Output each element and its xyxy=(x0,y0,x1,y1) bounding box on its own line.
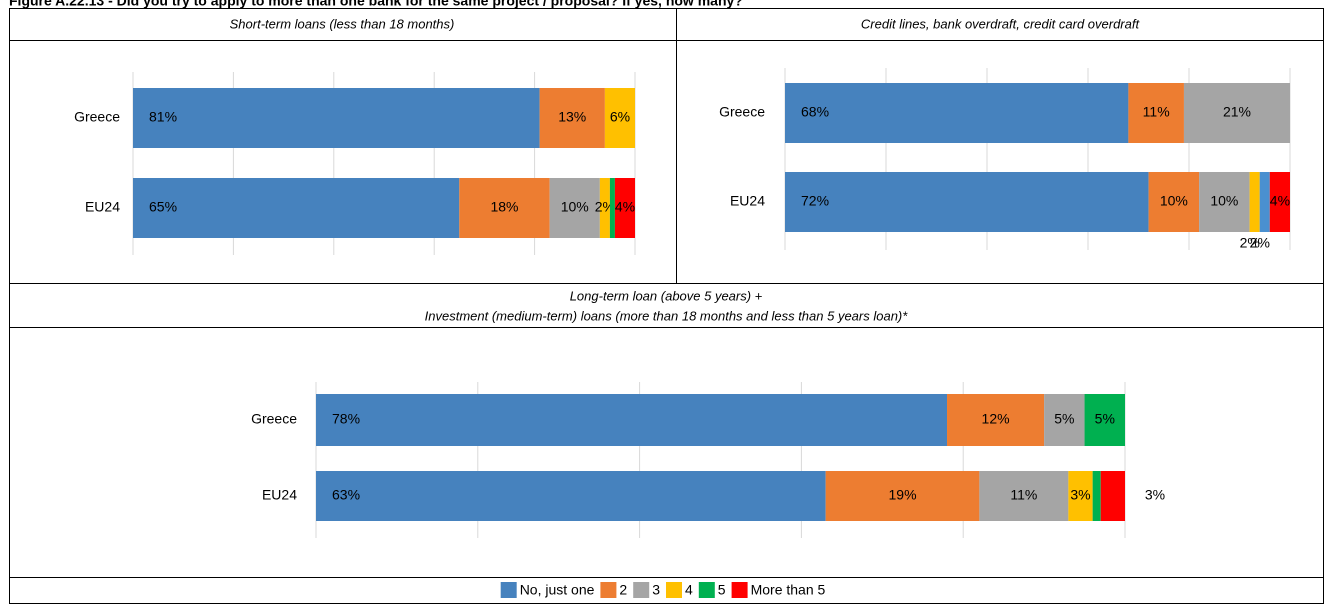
bar-segment xyxy=(947,394,1045,446)
bar-segment xyxy=(539,88,605,148)
legend-label: No, just one xyxy=(520,582,595,598)
category-label: Greece xyxy=(74,109,120,125)
bar-segment xyxy=(316,471,826,521)
legend-swatch xyxy=(633,582,650,598)
value-label: 11% xyxy=(1010,487,1037,503)
bar-segment xyxy=(785,172,1149,232)
chart-subtitle: Long-term loan (above 5 years) + xyxy=(570,288,763,303)
bar-segment xyxy=(599,178,610,238)
chart-subtitle: Investment (medium-term) loans (more tha… xyxy=(425,308,909,323)
value-label: 68% xyxy=(801,104,829,120)
legend-label: More than 5 xyxy=(751,582,826,598)
bar-segment xyxy=(1199,172,1250,232)
value-label: 10% xyxy=(561,199,589,215)
legend-swatch xyxy=(731,582,748,598)
bar-segment xyxy=(133,88,540,148)
value-label: 78% xyxy=(332,411,360,427)
value-label: 21% xyxy=(1223,104,1251,120)
legend-swatch xyxy=(500,582,517,598)
bar-segment xyxy=(1249,172,1260,232)
legend-swatch xyxy=(666,582,682,598)
category-label: Greece xyxy=(251,411,297,427)
bar-segment xyxy=(1148,172,1200,232)
value-label: 4% xyxy=(1270,193,1290,209)
bar-segment xyxy=(1269,172,1290,232)
bar-segment xyxy=(1183,83,1290,143)
category-label: EU24 xyxy=(85,199,120,215)
bar-segment xyxy=(1092,471,1101,521)
legend-label: 3 xyxy=(652,582,660,598)
chart-subtitle: Short-term loans (less than 18 months) xyxy=(230,16,455,31)
bar-segment xyxy=(316,394,948,446)
value-label: 5% xyxy=(1054,411,1074,427)
category-label: EU24 xyxy=(262,487,297,503)
bar-segment xyxy=(1100,471,1125,521)
value-label: 13% xyxy=(558,109,586,125)
value-label: 5% xyxy=(1095,411,1115,427)
figure-title: Figure A.22.13 - Did you try to apply to… xyxy=(9,0,743,9)
bar-segment xyxy=(1128,83,1184,143)
bar-segment xyxy=(1259,172,1270,232)
bar-segment xyxy=(614,178,635,238)
bar-segment xyxy=(979,471,1069,521)
value-label: 3% xyxy=(1145,487,1165,503)
value-label: 2% xyxy=(1250,235,1270,251)
value-label: 6% xyxy=(610,109,630,125)
bar-segment xyxy=(1068,471,1093,521)
value-label: 72% xyxy=(801,193,829,209)
bar-segment xyxy=(459,178,550,238)
value-label: 81% xyxy=(149,109,177,125)
value-label: 3% xyxy=(1070,487,1090,503)
value-label: 2% xyxy=(1240,235,1260,251)
legend-label: 5 xyxy=(718,582,726,598)
category-label: EU24 xyxy=(730,193,765,209)
legend-swatch xyxy=(600,582,617,598)
value-label: 63% xyxy=(332,487,360,503)
value-label: 65% xyxy=(149,199,177,215)
legend-swatch xyxy=(698,582,715,598)
value-label: 11% xyxy=(1143,104,1170,120)
chart-subtitle: Credit lines, bank overdraft, credit car… xyxy=(861,16,1141,31)
value-label: 10% xyxy=(1210,193,1238,209)
legend-label: 4 xyxy=(685,582,693,598)
bar-segment xyxy=(785,83,1129,143)
bar-segment xyxy=(609,178,615,238)
value-label: 12% xyxy=(982,411,1010,427)
bar-segment xyxy=(1044,394,1085,446)
value-label: 19% xyxy=(889,487,917,503)
value-label: 18% xyxy=(490,199,518,215)
bar-segment xyxy=(133,178,460,238)
bar-segment xyxy=(549,178,600,238)
bar-segment xyxy=(1084,394,1125,446)
category-label: Greece xyxy=(719,104,765,120)
value-label: 4% xyxy=(615,199,635,215)
legend-label: 2 xyxy=(619,582,627,598)
value-label: 10% xyxy=(1160,193,1188,209)
bar-segment xyxy=(604,88,635,148)
bar-segment xyxy=(825,471,980,521)
